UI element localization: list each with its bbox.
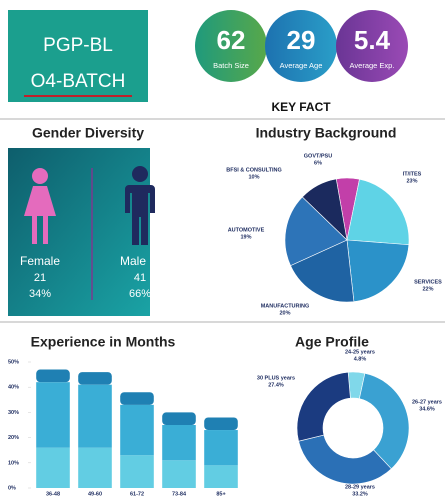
key-fact-title: KEY FACT xyxy=(271,100,331,114)
slice xyxy=(296,371,351,442)
slice-value: 34.6% xyxy=(419,406,435,412)
bar-segment xyxy=(162,412,196,425)
slice-label: 26-27 years xyxy=(412,399,442,405)
fact-label: Average Age xyxy=(280,61,323,70)
slice-value: 27.4% xyxy=(268,382,284,388)
section-title: Gender Diversity xyxy=(32,125,144,141)
x-tick-label: 49-60 xyxy=(88,491,102,497)
slice-label: IT/ITES xyxy=(403,171,422,177)
bar-segment xyxy=(36,382,70,448)
y-tick-label: 40% xyxy=(8,385,19,391)
fact-circle xyxy=(195,10,267,82)
fact-value: 29 xyxy=(287,25,316,55)
slice-value: 22% xyxy=(422,286,433,292)
bar-segment xyxy=(36,369,70,383)
header-box xyxy=(8,10,148,102)
gender-percent: 66% xyxy=(129,288,151,300)
gender-label: Male xyxy=(120,254,146,268)
slice-value: 19% xyxy=(240,234,251,240)
section-title: Age Profile xyxy=(295,334,369,350)
fact-value: 62 xyxy=(217,25,246,55)
fact-value: 5.4 xyxy=(354,25,391,55)
gender-count: 41 xyxy=(134,272,146,284)
x-tick-label: 36-48 xyxy=(46,491,60,497)
section-title: Experience in Months xyxy=(31,334,176,350)
slice-label: BFSI & CONSULTING xyxy=(226,167,282,173)
y-tick-label: 20% xyxy=(8,435,19,441)
section-title: Industry Background xyxy=(256,125,397,141)
gender-box xyxy=(8,148,150,316)
slice xyxy=(298,434,392,485)
header-line: O4-BATCH xyxy=(31,71,126,92)
slice-label: SERVICES xyxy=(414,279,442,285)
slice-label: 28-29 years xyxy=(345,484,375,490)
slice-value: 10% xyxy=(248,174,259,180)
bar-segment xyxy=(120,392,154,405)
fact-label: Average Exp. xyxy=(350,61,395,70)
slice-label: AUTOMOTIVE xyxy=(228,227,265,233)
bar-segment xyxy=(36,447,70,488)
x-tick-label: 61-72 xyxy=(130,491,144,497)
slice-value: 4.8% xyxy=(354,356,367,362)
gender-count: 21 xyxy=(34,272,46,284)
bar-segment xyxy=(204,417,238,431)
x-tick-label: 73-84 xyxy=(172,491,187,497)
bar-segment xyxy=(204,430,238,466)
slice xyxy=(301,178,348,241)
bar-segment xyxy=(78,384,112,448)
slice xyxy=(290,239,355,303)
slice-value: 23% xyxy=(406,178,417,184)
fact-circle xyxy=(336,10,408,82)
bar-segment xyxy=(78,447,112,488)
slice-value: 6% xyxy=(314,160,322,166)
slice xyxy=(284,196,348,267)
gender-label: Female xyxy=(20,254,60,268)
slice-label: MANUFACTURING xyxy=(261,303,310,309)
y-tick-label: 10% xyxy=(8,460,19,466)
bar-segment xyxy=(120,404,154,456)
slice xyxy=(359,372,410,470)
slice-value: 20% xyxy=(279,310,290,316)
y-tick-label: 30% xyxy=(8,410,19,416)
slice-label: GOVT/PSU xyxy=(304,153,332,159)
female-icon xyxy=(24,168,56,244)
bar-segment xyxy=(162,425,196,461)
slice-value: 33.2% xyxy=(352,491,368,497)
x-tick-label: 85+ xyxy=(216,491,225,497)
fact-label: Batch Size xyxy=(213,61,249,70)
bar-segment xyxy=(204,465,238,488)
slice xyxy=(346,178,410,246)
header-line: PGP-BL xyxy=(43,35,113,56)
gender-percent: 34% xyxy=(29,288,51,300)
slice xyxy=(346,239,410,302)
y-tick-label: 0% xyxy=(8,485,16,491)
y-tick-label: 50% xyxy=(8,359,19,365)
bar-segment xyxy=(120,455,154,488)
bar-segment xyxy=(162,460,196,488)
slice-label: 30 PLUS years xyxy=(257,375,295,381)
male-icon xyxy=(125,166,155,245)
fact-circle xyxy=(265,10,337,82)
slice-label: 24-25 years xyxy=(345,349,375,355)
bar-segment xyxy=(78,372,112,385)
